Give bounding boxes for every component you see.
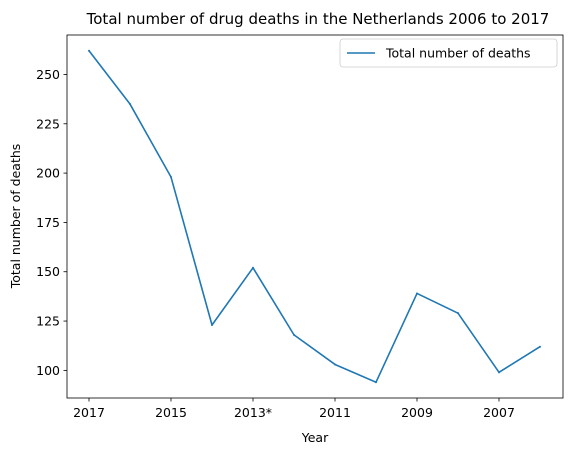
y-axis: 100 125 150 175 200 225 250 (36, 67, 67, 378)
x-tick-label: 2011 (319, 405, 351, 420)
series-line-total-deaths (88, 50, 541, 384)
data-point-2007 (498, 371, 500, 374)
data-point-2016 (129, 103, 131, 106)
y-tick-label: 125 (36, 314, 60, 329)
y-tick-label: 225 (36, 116, 60, 131)
legend-box (339, 38, 558, 68)
x-tick-label: 2017 (73, 405, 105, 420)
data-point-2008 (457, 312, 459, 315)
plot-frame (66, 34, 564, 399)
legend-label: Total number of deaths (385, 46, 531, 61)
legend: Total number of deaths (339, 38, 558, 68)
data-point-2009 (416, 292, 418, 295)
x-tick-label: 2013* (234, 405, 272, 420)
data-point-2015 (170, 176, 172, 179)
y-tick-label: 250 (36, 67, 60, 82)
data-point-2011 (334, 363, 336, 366)
x-tick-label: 2015 (155, 405, 187, 420)
y-tick-label: 175 (36, 215, 60, 230)
data-point-2006 (539, 345, 541, 348)
chart-title: Total number of drug deaths in the Nethe… (86, 10, 550, 28)
x-tick-label: 2009 (401, 405, 433, 420)
y-tick-label: 200 (36, 166, 60, 181)
x-axis-label: Year (301, 430, 329, 445)
x-tick-label: 2007 (483, 405, 515, 420)
data-point-2013 (252, 266, 254, 269)
data-point-2010 (375, 381, 377, 384)
data-point-2012 (293, 333, 295, 336)
series-points (88, 49, 541, 384)
y-tick-label: 150 (36, 264, 60, 279)
y-axis-label: Total number of deaths (8, 144, 23, 290)
data-point-2017 (88, 49, 90, 52)
y-tick-label: 100 (36, 363, 60, 378)
data-point-2014 (211, 324, 213, 327)
x-axis: 2017 2015 2013* 2011 2009 2007 (73, 398, 515, 420)
